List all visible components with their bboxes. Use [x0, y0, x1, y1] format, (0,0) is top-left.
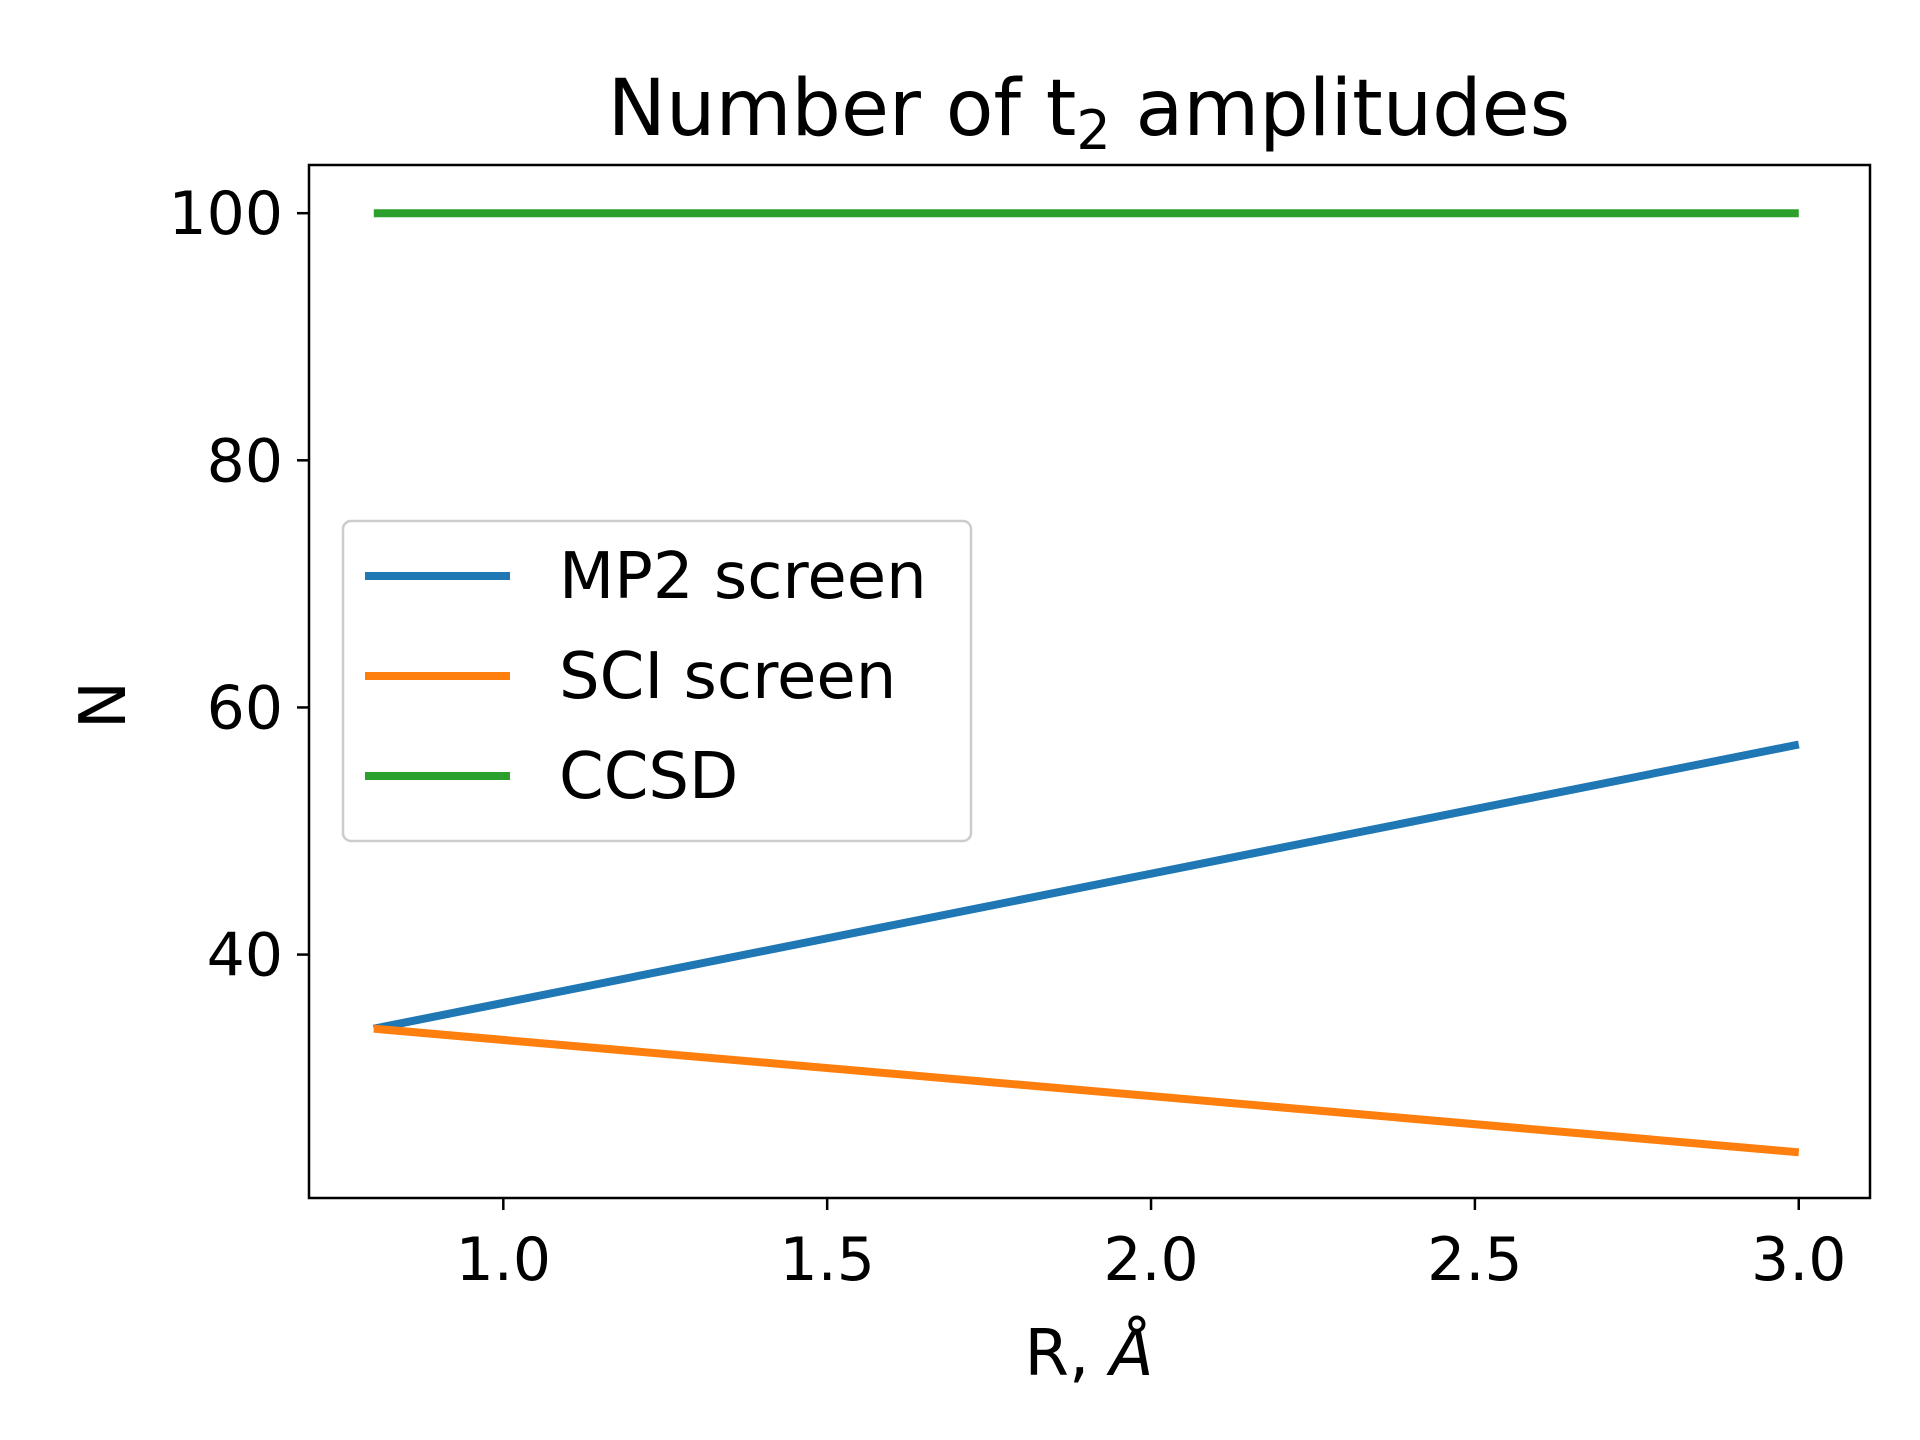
legend-label-ccsd: CCSD	[559, 740, 738, 814]
legend-label-mp2: MP2 screen	[559, 540, 927, 614]
legend-frame	[341, 519, 973, 843]
axes-layer: 1.0 1.5 2.0 2.5 3.0 40 60 80 100	[168, 179, 1846, 1295]
y-tick-label: 80	[207, 426, 283, 496]
x-tick-label: 1.5	[779, 1225, 874, 1295]
y-axis-label: N	[67, 681, 141, 729]
legend: MP2 screen SCI screen CCSD	[341, 519, 973, 843]
y-tick-label: 60	[207, 673, 283, 743]
series-line-mp2	[373, 740, 1800, 1033]
y-tick-label: 40	[207, 921, 283, 991]
series-layer	[373, 209, 1800, 1157]
plot-frame	[307, 163, 1872, 1200]
x-tick-label: 2.5	[1427, 1225, 1522, 1295]
series-line-sci	[373, 1024, 1800, 1157]
x-tick-label: 3.0	[1751, 1225, 1846, 1295]
x-axis-label: R, Å	[1025, 1315, 1154, 1391]
x-tick-label: 2.0	[1103, 1225, 1198, 1295]
y-tick-label: 100	[168, 179, 283, 249]
chart-title: Number of t2 amplitudes	[608, 64, 1571, 162]
x-tick-label: 1.0	[456, 1225, 551, 1295]
legend-label-sci: SCI screen	[559, 640, 896, 714]
